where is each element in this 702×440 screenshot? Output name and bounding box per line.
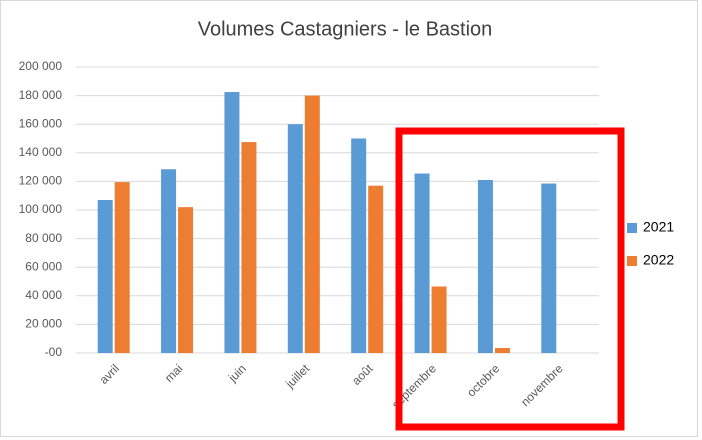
bar: [178, 207, 194, 353]
bar: [414, 173, 430, 353]
bar: [114, 182, 130, 353]
bar: [477, 179, 493, 353]
y-tick-label: -00: [45, 345, 63, 359]
y-tick-label: 180 000: [19, 88, 63, 102]
legend-swatch: [627, 256, 637, 266]
highlight-box: [395, 127, 625, 431]
bar: [224, 92, 240, 354]
bar: [287, 124, 303, 353]
y-tick-label: 140 000: [19, 145, 63, 159]
bar: [97, 199, 113, 353]
bar: [304, 95, 320, 353]
y-tick-label: 40 000: [25, 288, 62, 302]
bar: [494, 347, 510, 353]
bar: [368, 185, 384, 353]
legend-label: 2021: [643, 219, 674, 235]
y-tick-label: 160 000: [19, 116, 63, 130]
y-tick-label: 60 000: [25, 259, 62, 273]
y-tick-label: 100 000: [19, 202, 63, 216]
bar: [351, 138, 367, 353]
y-tick-label: 80 000: [25, 231, 62, 245]
legend-label: 2022: [643, 252, 674, 268]
bar: [161, 169, 177, 353]
bar: [431, 286, 447, 353]
y-tick-label: 20 000: [25, 317, 62, 331]
y-tick-label: 120 000: [19, 174, 63, 188]
bar: [241, 142, 257, 353]
chart-title: Volumes Castagniers - le Bastion: [198, 18, 493, 40]
bar: [541, 183, 557, 353]
y-tick-label: 200 000: [19, 59, 63, 73]
legend-swatch: [627, 223, 637, 233]
